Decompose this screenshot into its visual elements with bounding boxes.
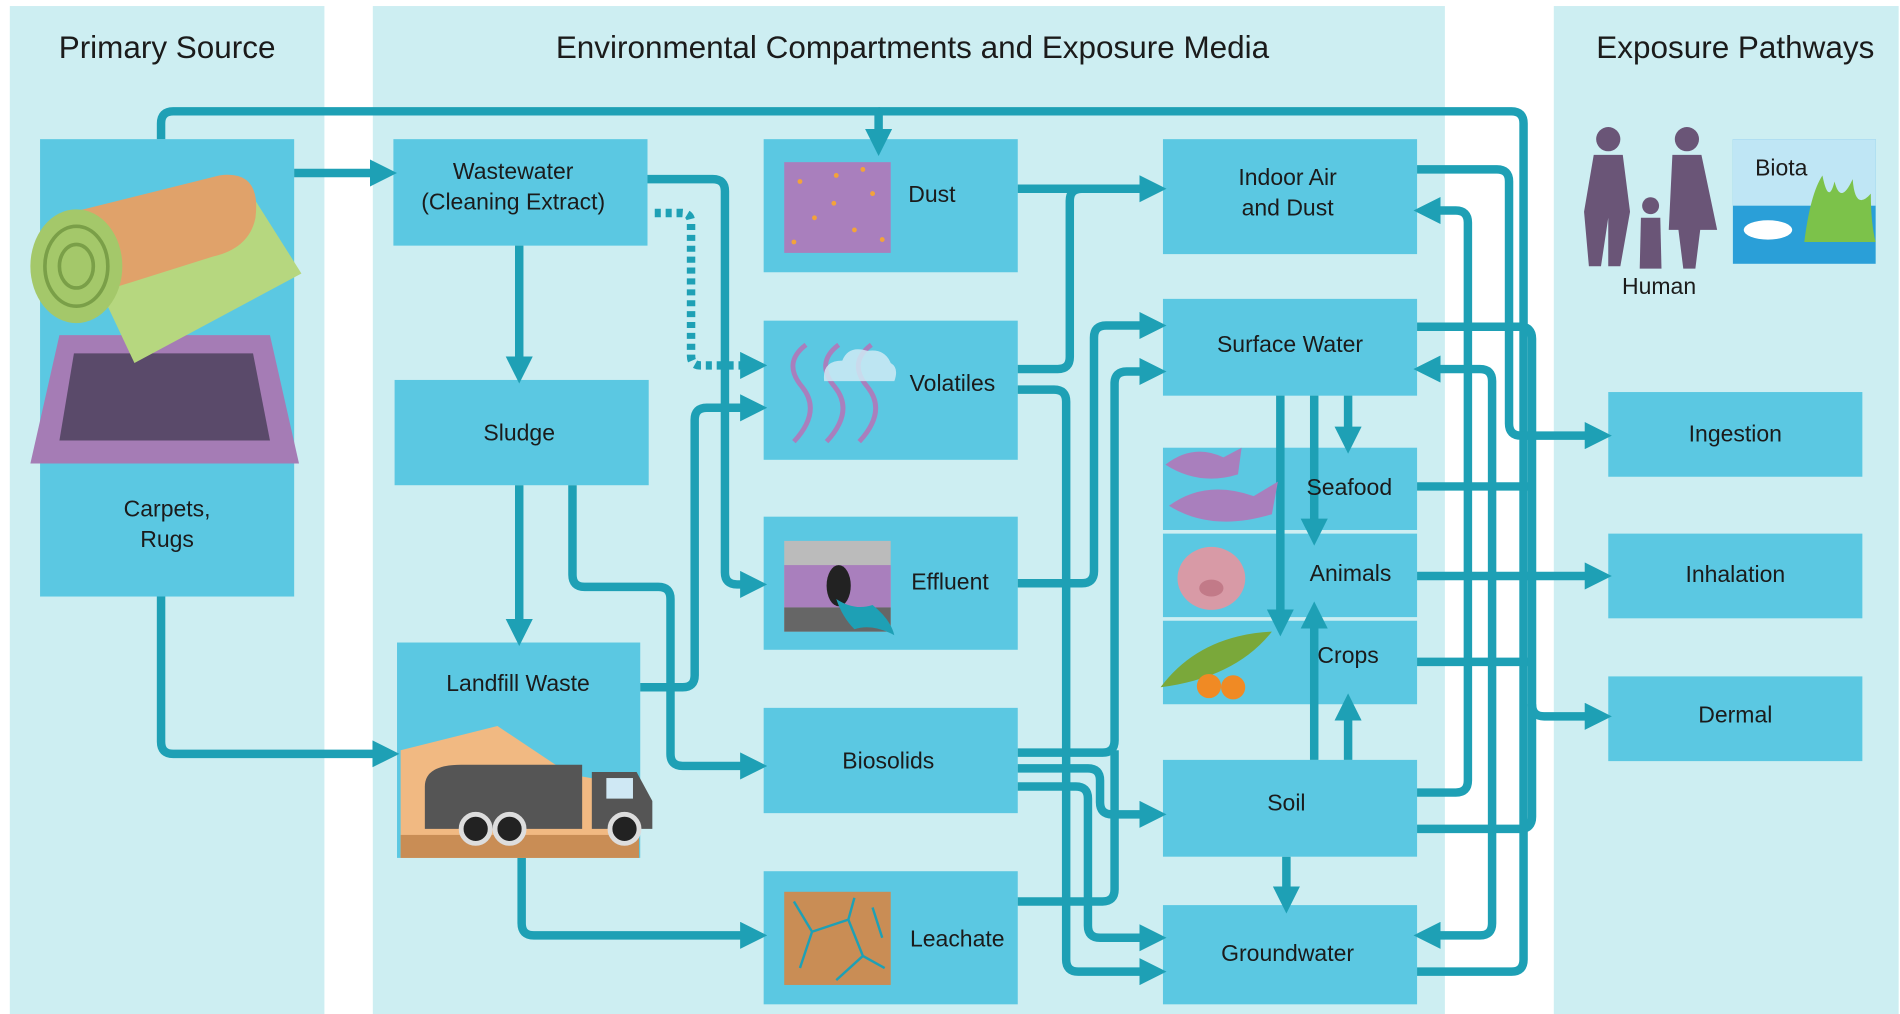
receptor-label: Biota (1755, 154, 1808, 180)
pig (1177, 547, 1245, 610)
node-label: (Cleaning Extract) (421, 188, 605, 214)
duck (1744, 220, 1792, 239)
receptor-label: Human (1622, 273, 1696, 299)
node-label: Wastewater (453, 158, 574, 184)
node-label: Biosolids (842, 747, 934, 773)
node-label: Dermal (1698, 701, 1772, 727)
node-label: Ingestion (1689, 421, 1782, 447)
node-label: Volatiles (910, 370, 996, 396)
node-label: Soil (1267, 790, 1305, 816)
node-label: Landfill Waste (446, 670, 590, 696)
pig-snout (1199, 580, 1223, 597)
header: Environmental Compartments and Exposure … (556, 30, 1270, 65)
node-label: Dust (908, 181, 956, 207)
truck-window (606, 778, 633, 799)
header: Primary Source (59, 30, 276, 65)
tray (59, 353, 270, 440)
wheel (495, 814, 524, 843)
node-label: Carpets, (124, 496, 211, 522)
leachate-icon (784, 892, 890, 985)
node-label: Sludge (483, 419, 555, 445)
node-label: Leachate (910, 925, 1005, 951)
node-label: Effluent (911, 568, 989, 594)
crop-fruit (1221, 675, 1245, 699)
pipe (827, 565, 851, 606)
page: Primary Source Environmental Compartment… (0, 0, 1900, 1014)
crop-fruit (1197, 674, 1221, 698)
node-label: Surface Water (1217, 331, 1363, 357)
diagram: Primary Source Environmental Compartment… (0, 0, 1900, 1014)
node-label: Crops (1317, 642, 1378, 668)
wheel (461, 814, 490, 843)
header: Exposure Pathways (1596, 30, 1874, 65)
wheel (610, 814, 639, 843)
node-label: Inhalation (1685, 561, 1785, 587)
node-label: and Dust (1242, 194, 1335, 220)
node-label: Seafood (1306, 474, 1392, 500)
node-label: Indoor Air (1238, 164, 1337, 190)
node-label: Rugs (140, 526, 194, 552)
node-label: Animals (1310, 560, 1392, 586)
node-label: Groundwater (1221, 940, 1354, 966)
